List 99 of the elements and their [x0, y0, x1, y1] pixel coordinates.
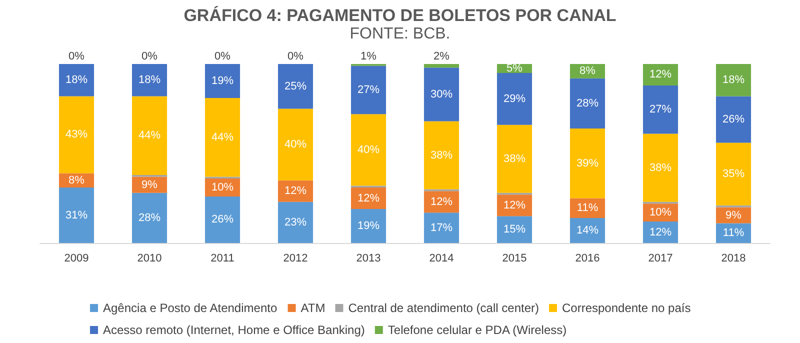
bar — [716, 142, 752, 206]
bar — [642, 85, 678, 134]
bar — [58, 96, 94, 174]
bar — [278, 202, 314, 243]
data-label: 25% — [284, 80, 307, 92]
bar — [132, 64, 168, 96]
legend-label: Central de atendimento (call center) — [348, 301, 539, 315]
bar — [496, 216, 532, 243]
bar — [642, 134, 678, 202]
bar — [496, 72, 532, 125]
data-label: 30% — [430, 88, 453, 100]
legend-label: ATM — [300, 301, 326, 315]
x-tick-label: 2010 — [137, 252, 162, 264]
data-label: 5% — [506, 62, 523, 74]
bar — [350, 208, 386, 243]
data-label: 15% — [503, 224, 526, 236]
data-label: 27% — [357, 84, 380, 96]
data-label: 11% — [722, 227, 744, 240]
data-label: 1% — [360, 50, 377, 62]
bar — [424, 212, 460, 243]
bar — [350, 114, 386, 186]
data-label: 39% — [576, 157, 599, 170]
legend-label: Telefone celular e PDA (Wireless) — [388, 323, 567, 337]
data-label: 38% — [649, 162, 672, 174]
bar — [496, 124, 532, 193]
chart-title: GRÁFICO 4: PAGAMENTO DE BOLETOS POR CANAL — [184, 5, 616, 25]
data-label: 40% — [357, 144, 380, 156]
chart-subtitle: FONTE: BCB. — [350, 26, 450, 42]
data-label: 11% — [576, 202, 598, 214]
data-label: 29% — [503, 92, 526, 105]
x-tick-label: 2015 — [502, 252, 527, 264]
bar — [350, 66, 386, 114]
data-label: 12% — [357, 192, 380, 204]
bar — [58, 64, 94, 96]
bar — [278, 108, 314, 180]
data-label: 12% — [649, 68, 672, 81]
data-label: 23% — [284, 216, 307, 228]
data-label: 9% — [142, 178, 158, 191]
data-label: 18% — [138, 74, 161, 86]
legend-label: Agência e Posto de Atendimento — [103, 301, 278, 315]
bar — [716, 96, 752, 143]
data-label: 18% — [722, 74, 745, 86]
bar — [204, 64, 240, 98]
data-label: 28% — [576, 97, 599, 110]
bar — [570, 128, 606, 198]
bar — [424, 121, 460, 190]
bar — [204, 98, 240, 177]
data-label: 10% — [211, 182, 234, 194]
x-tick-label: 2012 — [283, 252, 308, 264]
data-label: 9% — [726, 209, 742, 222]
data-label: 19% — [357, 220, 380, 232]
x-tick-label: 2014 — [429, 252, 454, 264]
data-label: 27% — [649, 104, 672, 116]
bar — [58, 188, 94, 243]
data-label: 35% — [722, 168, 745, 180]
data-label: 40% — [284, 138, 307, 151]
x-tick-label: 2018 — [721, 252, 746, 264]
bar — [278, 64, 314, 109]
data-label: 10% — [649, 206, 672, 219]
x-tick-label: 2011 — [210, 252, 234, 264]
bar — [132, 192, 168, 243]
bar — [424, 64, 460, 68]
data-label: 8% — [68, 174, 85, 186]
bar — [132, 96, 168, 175]
data-label: 12% — [430, 196, 453, 208]
data-label: 8% — [580, 65, 596, 78]
bar — [204, 196, 240, 243]
data-label: 44% — [138, 130, 161, 142]
data-label: 12% — [284, 185, 307, 198]
data-label: 2% — [434, 50, 450, 62]
data-label: 0% — [68, 50, 85, 62]
x-tick-label: 2009 — [64, 252, 89, 264]
legend-label: Correspondente no país — [562, 301, 691, 315]
data-label: 0% — [142, 50, 158, 62]
data-label: 14% — [576, 224, 599, 236]
bar — [570, 218, 606, 243]
data-label: 38% — [503, 152, 526, 165]
bar — [570, 78, 606, 128]
data-label: 43% — [65, 128, 88, 141]
bar — [424, 68, 460, 122]
data-label: 0% — [214, 50, 231, 62]
data-label: 19% — [211, 75, 234, 88]
data-label: 26% — [211, 214, 234, 226]
x-tick-label: 2017 — [648, 252, 673, 264]
data-label: 31% — [65, 209, 88, 222]
data-label: 28% — [138, 212, 161, 224]
bar — [716, 64, 752, 96]
data-label: 18% — [65, 74, 88, 86]
data-label: 12% — [503, 199, 526, 212]
data-label: 26% — [722, 113, 745, 126]
x-tick-label: 2013 — [356, 252, 381, 264]
data-label: 12% — [649, 226, 672, 238]
data-label: 38% — [430, 149, 453, 162]
data-label: 0% — [288, 50, 304, 62]
bar — [716, 207, 752, 224]
data-label: 44% — [211, 131, 234, 144]
legend-label: Acesso remoto (Internet, Home e Office Banking) — [103, 323, 365, 337]
data-label: 17% — [430, 222, 453, 234]
x-tick-label: 2016 — [575, 252, 600, 264]
